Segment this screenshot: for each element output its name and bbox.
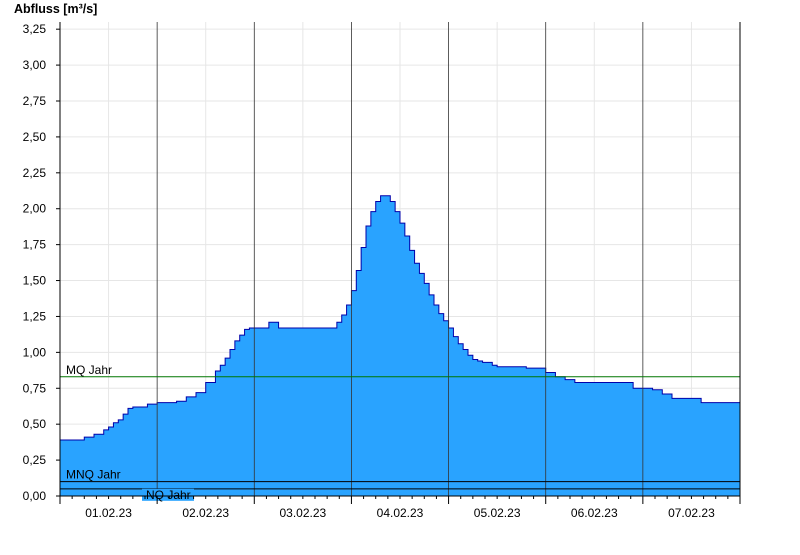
reference-line-label: MNQ Jahr — [66, 468, 121, 482]
y-tick-label: 0,75 — [23, 381, 47, 395]
x-tick-label: 04.02.23 — [377, 506, 424, 520]
x-tick-label: 03.02.23 — [279, 506, 326, 520]
x-tick-label: 01.02.23 — [85, 506, 132, 520]
discharge-area — [59, 195, 741, 497]
y-tick-label: 2,25 — [23, 166, 47, 180]
axis-layer — [56, 22, 741, 504]
area-layer — [59, 195, 741, 497]
reference-line-layer: MQ Jahr MNQ Jahr NQ Jahr — [60, 363, 740, 502]
y-axis-title: Abfluss [m³/s] — [14, 2, 97, 16]
y-tick-label: 3,00 — [23, 58, 47, 72]
y-tick-label: 0,50 — [23, 417, 47, 431]
x-tick-label: 07.02.23 — [668, 506, 715, 520]
y-tick-label: 0,25 — [23, 453, 47, 467]
tick-label-layer: 0,00 0,25 0,50 0,75 1,00 1,25 1,50 1,75 2,00 2,25… — [23, 22, 715, 520]
y-tick-label: 1,25 — [23, 309, 47, 323]
y-tick-label: 2,75 — [23, 94, 47, 108]
y-tick-label: 1,75 — [23, 238, 47, 252]
y-tick-label: 1,00 — [23, 345, 47, 359]
x-tick-label: 05.02.23 — [474, 506, 521, 520]
y-tick-label: 3,25 — [23, 22, 47, 36]
y-tick-label: 0,00 — [23, 489, 47, 503]
x-tick-label: 06.02.23 — [571, 506, 618, 520]
x-tick-label: 02.02.23 — [182, 506, 229, 520]
y-tick-label: 2,50 — [23, 130, 47, 144]
y-tick-label: 2,00 — [23, 202, 47, 216]
day-divider-layer — [156, 22, 644, 496]
y-tick-label: 1,50 — [23, 274, 47, 288]
reference-line-label: NQ Jahr — [146, 488, 191, 502]
reference-line-label: MQ Jahr — [66, 363, 112, 377]
